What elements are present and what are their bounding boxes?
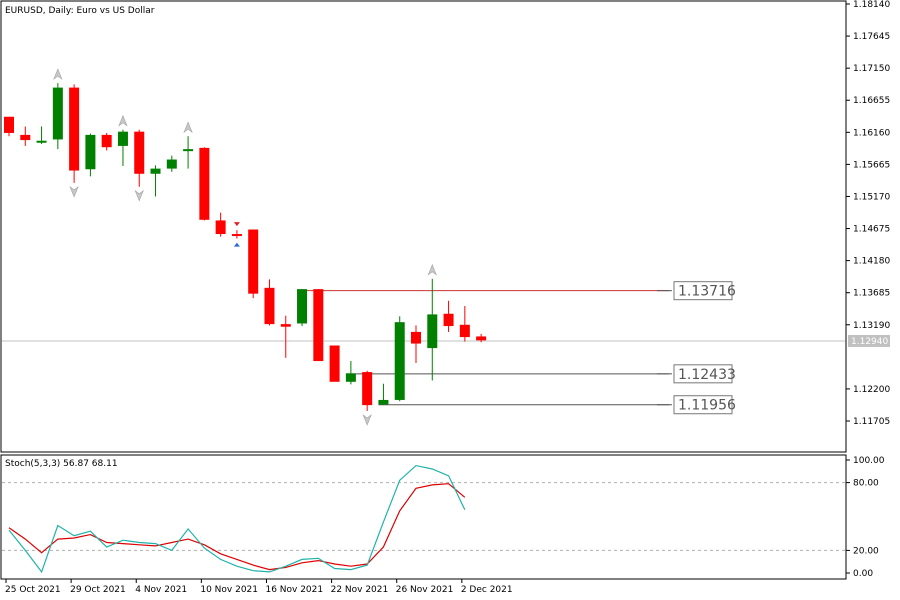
price-tick-label: 1.11705 [853,417,890,427]
fractal-down-arrow [134,189,144,202]
stochastic-tick-label: 100.00 [853,456,885,466]
candle-body [313,289,324,362]
fractal-up-arrow [427,263,437,276]
candle-body [134,131,145,174]
candle-body [427,314,438,349]
candle-body [378,399,389,405]
stochastic-oscillator: 100.00 80.00 20.00 0.00 [2,456,885,579]
price-tick-label: 1.15170 [853,192,890,202]
candle-body [166,159,177,169]
candle-body [101,134,112,148]
candle-body [362,372,373,406]
candle-body [231,234,242,237]
date-tick-label: 4 Nov 2021 [135,585,187,595]
date-tick-label: 22 Nov 2021 [331,585,389,595]
price-tick-label: 1.16160 [853,128,890,138]
price-tick-label: 1.17645 [853,32,890,42]
date-tick-label: 10 Nov 2021 [200,585,258,595]
candle-body [394,322,405,400]
candle-body [4,116,14,133]
candle-body [329,345,340,382]
level-label: 1.11956 [678,398,736,414]
price-tick-label: 1.12200 [853,385,890,395]
candle-body [199,147,210,220]
price-panel[interactable] [0,0,847,453]
candle-body [183,149,194,152]
fractal-up-arrow [53,68,63,80]
buy-signal-arrow [233,242,240,247]
date-tick-label: 2 Dec 2021 [461,585,513,595]
candle-body [248,229,259,294]
price-tick-label: 1.18140 [853,0,890,10]
price-axis: 1.18140 1.17645 1.17150 1.16655 1.16160 1.156… [2,0,890,427]
candle-body [443,313,454,327]
price-tick-label: 1.13190 [853,321,890,331]
level-label-box [673,281,733,301]
candle-body [476,336,487,341]
fractal-down-arrow [69,185,79,198]
candle-body [411,331,421,344]
stochastic-panel[interactable] [0,454,847,580]
candle-body [459,324,470,338]
date-tick-label: 16 Nov 2021 [265,585,323,595]
level-label-box [673,395,733,415]
stochastic-main-line [8,464,466,574]
date-tick-label: 29 Oct 2021 [70,585,126,595]
current-price-label: 1.12940 [851,337,888,347]
price-tick-label: 1.14180 [853,257,890,267]
candle-body [117,131,128,146]
price-tick-label: 1.17150 [853,64,890,74]
candle-body [150,168,161,174]
fractal-up-arrow [183,121,193,134]
fractals [53,68,437,426]
level-label-box [673,364,733,384]
date-tick-label: 26 Nov 2021 [396,585,454,595]
date-axis: 25 Oct 2021 29 Oct 2021 4 Nov 2021 10 Nov 2… [5,579,513,595]
candle-body [297,289,308,324]
candle-body [345,373,356,382]
stochastic-label: Stoch(5,3,3) 56.87 68.11 [5,459,118,469]
candle-body [280,324,291,327]
stochastic-tick-label: 20.00 [853,546,879,556]
candle-body [36,140,47,143]
stochastic-tick-label: 80.00 [853,479,879,489]
candle-body [215,220,226,235]
stochastic-signal-line [8,483,466,571]
level-label: 1.13716 [678,284,736,300]
candle-body [264,287,275,325]
sell-signal-arrow [233,222,240,227]
price-tick-label: 1.13685 [853,289,890,299]
price-tick-label: 1.14675 [853,225,890,235]
level-lines: 1.13716 1.12433 1.11956 [297,281,736,415]
candle-body [69,87,80,171]
price-tick-label: 1.15665 [853,160,890,170]
stochastic-tick-label: 0.00 [853,569,873,579]
candle-body [85,134,96,170]
candles [4,83,487,411]
fractal-down-arrow [362,414,372,426]
fractal-up-arrow [118,114,128,127]
price-tick-label: 1.16655 [853,96,890,106]
candle-body [20,134,31,141]
chart-title: EURUSD, Daily: Euro vs US Dollar [5,6,155,16]
candle-body [52,87,63,140]
level-label: 1.12433 [678,367,736,383]
current-price-box [848,334,890,347]
date-tick-label: 25 Oct 2021 [5,585,61,595]
